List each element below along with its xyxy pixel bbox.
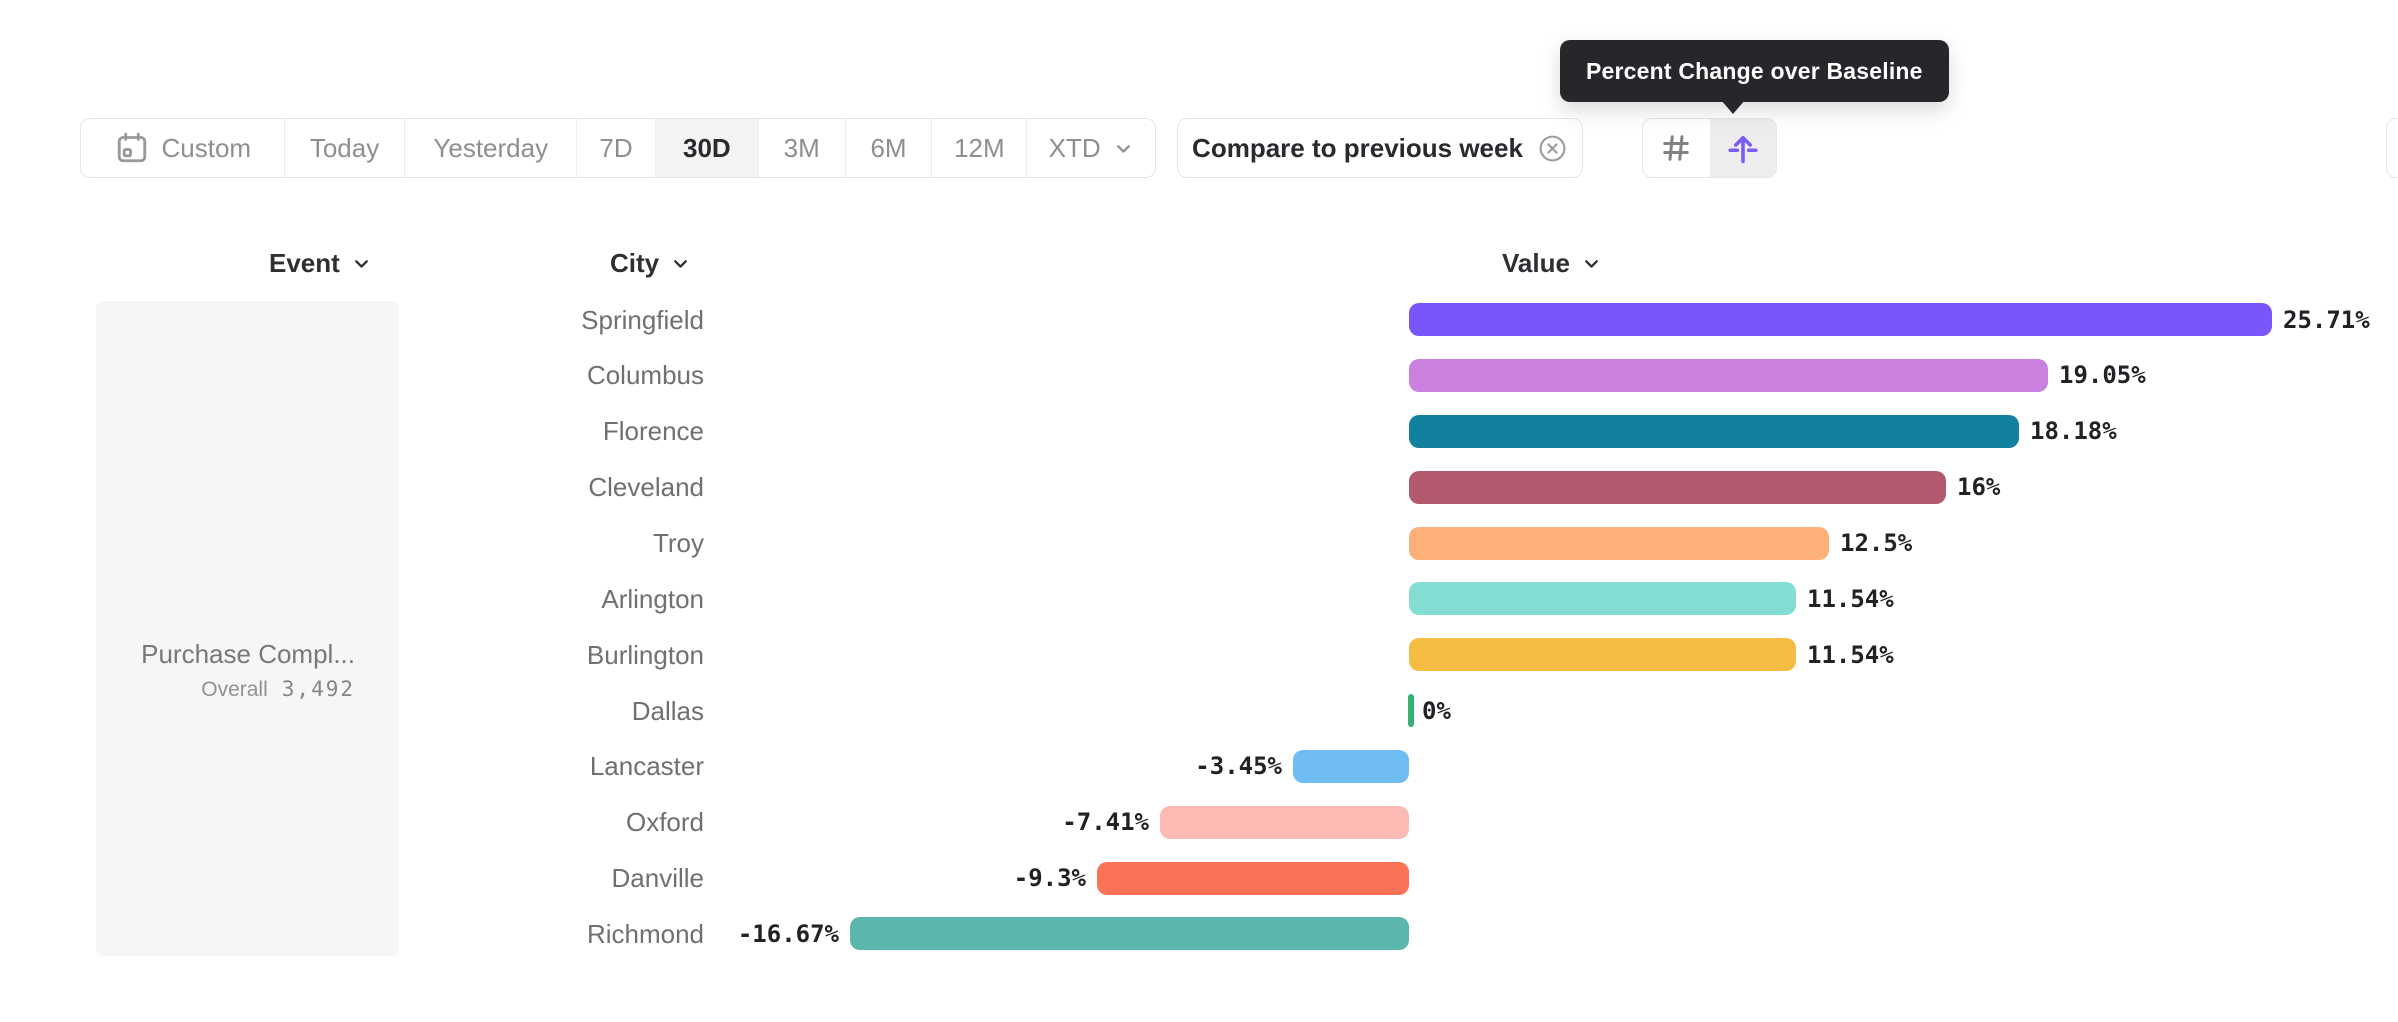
date-range-30d[interactable]: 30D [655, 119, 759, 177]
bar-danville[interactable] [1097, 862, 1409, 895]
tooltip: Percent Change over Baseline [1560, 40, 1949, 102]
bar-burlington[interactable] [1409, 638, 1796, 671]
event-card-overall: Overall 3,492 [201, 677, 355, 702]
bar-value-label: 11.54% [1807, 641, 1894, 669]
bar-lancaster[interactable] [1293, 750, 1409, 783]
bar-value-label: 12.5% [1840, 529, 1913, 557]
calendar-icon [117, 132, 146, 163]
bar-value-label: 25.71% [2283, 306, 2370, 334]
date-range-label: 12M [954, 132, 1005, 163]
date-range-label: XTD [1048, 132, 1101, 163]
bar-value-label: 0% [1422, 697, 1451, 725]
date-range-label: 30D [683, 132, 731, 163]
bar-value-label: 11.54% [1807, 585, 1894, 613]
bar-cleveland[interactable] [1409, 471, 1946, 504]
bar-value-label: 16% [1957, 473, 2001, 501]
city-label: Florence [602, 416, 704, 446]
date-range-3m[interactable]: 3M [759, 119, 846, 177]
event-card[interactable]: Purchase Compl... Overall 3,492 [96, 301, 399, 956]
city-label: Danville [611, 863, 705, 893]
date-range-6m[interactable]: 6M [846, 119, 933, 177]
city-label: Columbus [586, 360, 704, 390]
compare-chip-label: Compare to previous week [1192, 132, 1523, 163]
date-range-12m[interactable]: 12M [932, 119, 1028, 177]
date-range-xtd[interactable]: XTD [1027, 119, 1155, 177]
baseline-arrow-icon [1725, 130, 1761, 166]
chevron-down-icon [1581, 253, 1602, 274]
bar-value-label: -9.3% [1013, 864, 1086, 892]
bar-value-label: -3.45% [1195, 752, 1282, 780]
bar-florence[interactable] [1409, 415, 2019, 448]
bar-richmond[interactable] [850, 917, 1409, 950]
x-circle-icon[interactable] [1537, 133, 1568, 164]
bar-arlington[interactable] [1409, 582, 1796, 615]
bar-value-label: 18.18% [2030, 417, 2117, 445]
chevron-down-icon [670, 253, 691, 274]
compare-chip[interactable]: Compare to previous week [1177, 118, 1583, 178]
date-range-label: 3M [783, 132, 820, 163]
tooltip-caret [1721, 100, 1745, 114]
bar-value-label: -7.41% [1062, 808, 1149, 836]
event-card-title: Purchase Compl... [141, 639, 355, 669]
bar-oxford[interactable] [1160, 806, 1409, 839]
date-range-label: 6M [870, 132, 907, 163]
hash-icon [1658, 130, 1694, 166]
city-label: Troy [652, 528, 704, 558]
bar-troy[interactable] [1409, 527, 1829, 560]
bar-springfield[interactable] [1409, 303, 2272, 336]
partial-button-right-edge[interactable] [2386, 118, 2398, 178]
absolute-values-toggle[interactable] [1643, 119, 1710, 177]
city-label: Oxford [625, 807, 704, 837]
city-label: Dallas [631, 696, 704, 726]
date-range-label: Today [309, 132, 380, 163]
bar-value-label: 19.05% [2059, 361, 2146, 389]
city-label: Arlington [601, 584, 704, 614]
date-range-custom[interactable]: Custom [81, 119, 285, 177]
bar-columbus[interactable] [1409, 359, 2048, 392]
bar-dallas[interactable] [1408, 694, 1414, 727]
event-column-label: Event [269, 247, 340, 278]
date-range-label: Custom [161, 132, 252, 163]
date-range-today[interactable]: Today [285, 119, 406, 177]
city-column-label: City [610, 247, 660, 278]
overall-label: Overall [201, 678, 268, 701]
value-column-label: Value [1502, 247, 1570, 278]
city-label: Cleveland [588, 472, 704, 502]
city-label: Springfield [581, 305, 704, 335]
view-toggle-group [1642, 118, 1777, 178]
date-range-control: Custom Today Yesterday 7D 30D 3M 6M 12M XTD [80, 118, 1156, 178]
city-column-header[interactable]: City [610, 248, 691, 278]
event-column-header[interactable]: Event [269, 248, 372, 278]
value-column-header[interactable]: Value [1502, 248, 1602, 278]
tooltip-text: Percent Change over Baseline [1586, 57, 1923, 84]
bar-value-label: -16.67% [737, 920, 839, 948]
city-label: Lancaster [589, 751, 704, 781]
date-range-label: 7D [599, 132, 633, 163]
percent-change-toggle[interactable] [1709, 119, 1776, 177]
city-label: Burlington [586, 640, 704, 670]
date-range-7d[interactable]: 7D [577, 119, 656, 177]
date-range-label: Yesterday [433, 132, 549, 163]
date-range-yesterday[interactable]: Yesterday [405, 119, 578, 177]
city-label: Richmond [586, 919, 704, 949]
chevron-down-icon [1116, 144, 1130, 153]
overall-value: 3,492 [281, 677, 355, 701]
chevron-down-icon [351, 253, 372, 274]
